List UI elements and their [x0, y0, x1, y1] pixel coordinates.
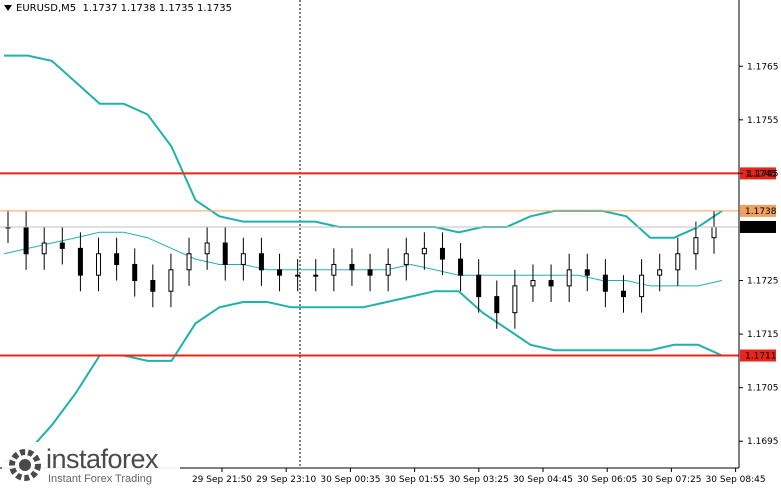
candle-body	[711, 226, 717, 239]
level-price-label: 1.1745	[745, 169, 777, 179]
candle-body	[675, 253, 681, 271]
candle-body	[150, 280, 156, 292]
candle-body	[385, 263, 391, 276]
candle-body	[693, 237, 699, 255]
candle-body	[657, 269, 663, 276]
level-price-label: 1.1711	[745, 352, 777, 362]
candle-body	[458, 258, 464, 276]
candle-body	[114, 253, 120, 265]
candle-body	[512, 285, 518, 314]
candle-body	[602, 274, 608, 292]
candle-body	[439, 247, 445, 260]
time-tick-label: 30 Sep 03:25	[449, 475, 509, 485]
candle-body	[403, 253, 409, 265]
level-price-tag	[740, 204, 776, 217]
candles	[5, 210, 717, 329]
candle-body	[132, 263, 138, 282]
price-axis: 1.1765 1.1755 1.1745 1.1725 1.1715 1.1705 1.16…	[738, 0, 779, 468]
level-price-label: 1.1738	[745, 207, 777, 217]
level-price-tag	[740, 349, 776, 362]
candle-body	[258, 253, 264, 271]
price-tick-label: 1.1765	[747, 62, 779, 72]
time-axis: 29 Sep 21:50 29 Sep 23:10 30 Sep 00:35 30 S…	[0, 467, 766, 485]
candle-body	[96, 253, 102, 276]
bollinger-lower	[3, 290, 723, 464]
logo-tagline: Instant Forex Trading	[48, 473, 152, 485]
candle-body	[41, 242, 47, 255]
candle-body	[476, 274, 482, 298]
candle-body	[494, 296, 500, 314]
candle-body	[584, 269, 590, 276]
horizontal-levels[interactable]: 1.1745 1.1711 1.1738 1.1735	[0, 167, 777, 362]
logo-brand: instaforex	[46, 444, 159, 474]
candle-body	[548, 280, 554, 287]
time-tick-label: 30 Sep 04:45	[513, 475, 573, 485]
time-tick-label: 30 Sep 07:25	[641, 475, 701, 485]
candle-body	[421, 247, 427, 255]
time-tick-label: 30 Sep 08:45	[706, 475, 766, 485]
time-tick-label: 30 Sep 06:05	[577, 475, 637, 485]
candle-body	[367, 269, 373, 276]
current-price-label: 1.1735	[745, 223, 777, 233]
current-price-tag	[740, 220, 776, 233]
chart-header: EURUSD,M5 1.1737 1.1738 1.1735 1.1735	[4, 3, 232, 14]
candle-body	[168, 269, 174, 292]
candle-body	[566, 269, 572, 287]
candle-body	[639, 274, 645, 298]
candle-body	[349, 263, 355, 271]
time-tick-label: 29 Sep 23:10	[256, 475, 316, 485]
bollinger-bands	[3, 54, 723, 464]
candle-body	[620, 290, 626, 298]
price-tick-label: 1.1745	[747, 169, 779, 179]
candle-body	[331, 263, 337, 276]
price-tick-label: 1.1755	[747, 116, 779, 126]
candle-body	[186, 253, 192, 271]
candle-body	[77, 247, 83, 276]
candle-body	[23, 226, 29, 255]
instaforex-logo: instaforex Instant Forex Trading	[2, 442, 180, 486]
level-price-tag	[740, 167, 776, 180]
candle-body	[313, 274, 319, 277]
candle-body	[59, 242, 65, 249]
gear-logo-icon	[9, 449, 41, 481]
price-tick-label: 1.1725	[747, 277, 779, 287]
bollinger-upper	[4, 54, 723, 239]
dropdown-arrow-icon[interactable]	[4, 5, 12, 11]
time-tick-label: 30 Sep 01:55	[385, 475, 445, 485]
candle-body	[295, 274, 301, 277]
candle-body	[222, 242, 228, 265]
time-tick-label: 30 Sep 00:35	[320, 475, 380, 485]
price-tick-label: 1.1695	[747, 437, 779, 447]
candle-body	[530, 280, 536, 287]
candle-body	[240, 253, 246, 265]
price-tick-label: 1.1715	[747, 330, 779, 340]
ohlc-values: 1.1737 1.1738 1.1735 1.1735	[82, 3, 232, 14]
time-tick-label: 29 Sep 21:50	[192, 475, 252, 485]
candle-body	[277, 269, 283, 276]
bollinger-middle	[3, 231, 723, 287]
symbol-timeframe: EURUSD,M5	[16, 3, 77, 14]
price-tick-label: 1.1705	[747, 384, 779, 394]
candle-body	[204, 242, 210, 255]
